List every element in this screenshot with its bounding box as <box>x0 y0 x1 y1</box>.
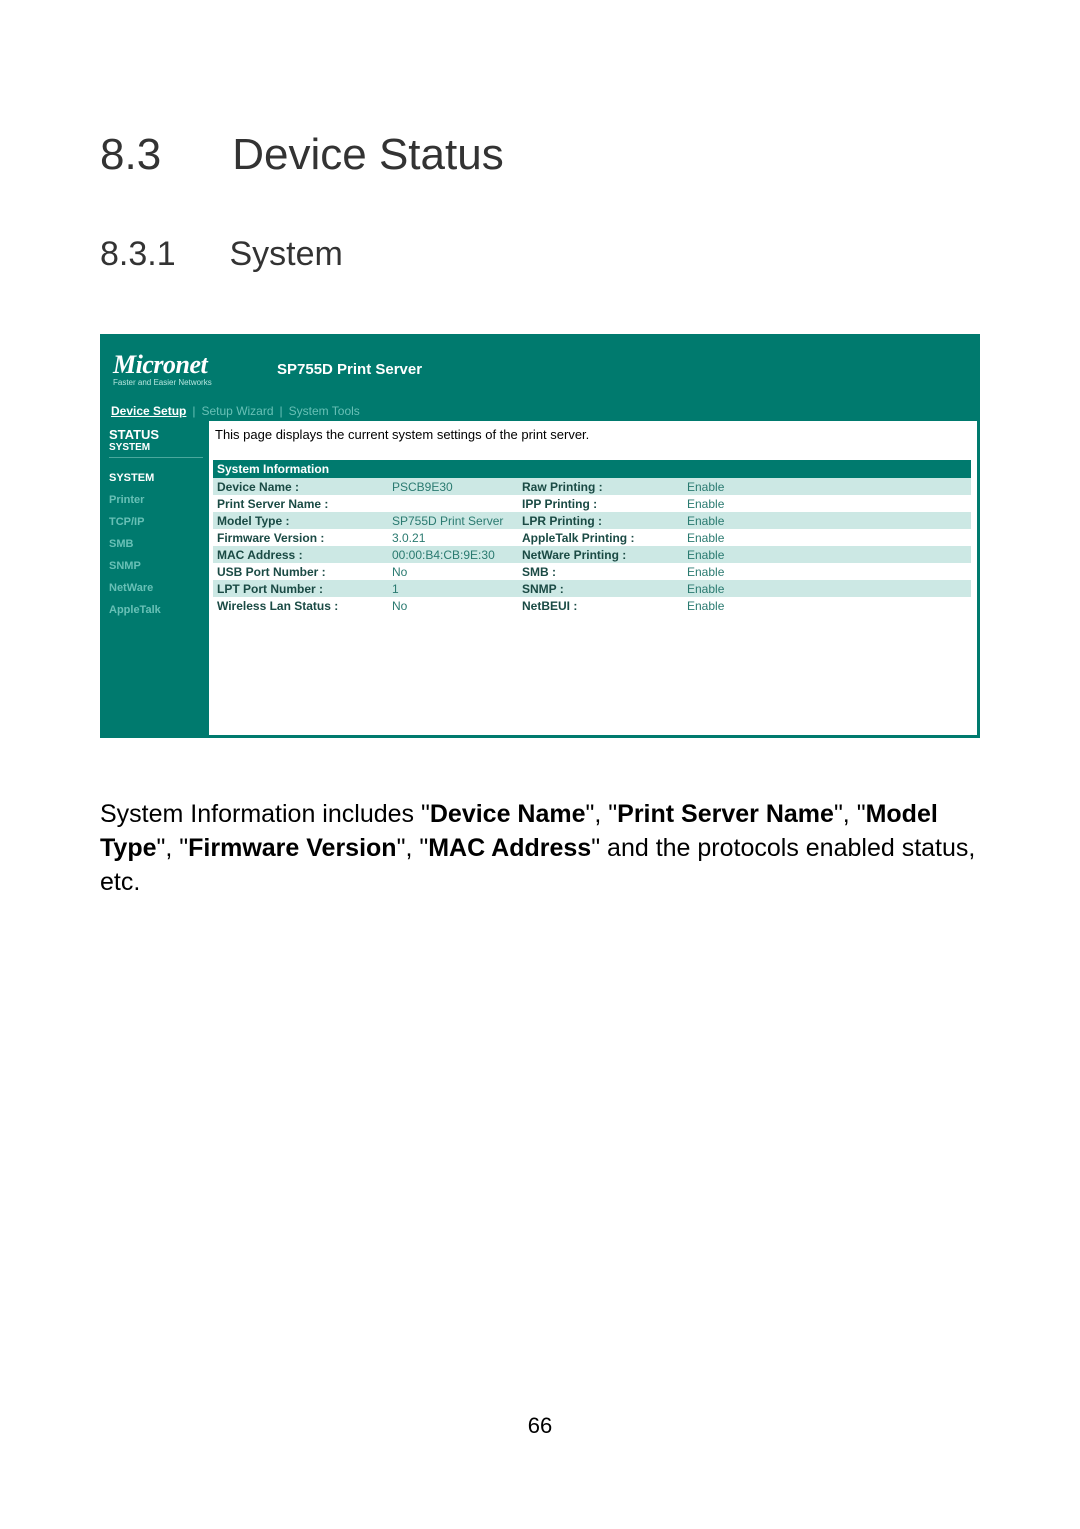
system-info-header: System Information <box>213 460 971 478</box>
system-info-table: Device Name :PSCB9E30Raw Printing :Enabl… <box>213 478 971 614</box>
screenshot-frame: Micronet Faster and Easier Networks SP75… <box>100 334 980 738</box>
subsection-title: System <box>229 235 342 273</box>
table-row: Model Type :SP755D Print ServerLPR Print… <box>213 512 971 529</box>
cell-label: Print Server Name : <box>213 495 388 512</box>
cell-value: SP755D Print Server <box>388 512 518 529</box>
section-number: 8.3 <box>100 130 220 180</box>
text-run: ", " <box>834 800 866 828</box>
cell-value: Enable <box>683 512 971 529</box>
sidebar-status-label: STATUS <box>109 427 159 442</box>
sidebar-item-snmp[interactable]: SNMP <box>109 560 203 572</box>
cell-value: No <box>388 563 518 580</box>
sidebar-item-smb[interactable]: SMB <box>109 538 203 550</box>
product-title: SP755D Print Server <box>277 361 422 378</box>
bold-term: Device Name <box>430 800 586 828</box>
logo-tagline: Faster and Easier Networks <box>113 378 273 387</box>
tab-system-tools[interactable]: System Tools <box>289 404 360 418</box>
text-run: ", " <box>586 800 618 828</box>
cell-value: Enable <box>683 563 971 580</box>
cell-value <box>388 495 518 512</box>
app-body: STATUS SYSTEM SYSTEM Printer TCP/IP SMB … <box>103 421 977 735</box>
bold-term: Print Server Name <box>617 800 834 828</box>
bold-term: Firmware Version <box>188 834 396 862</box>
logo-block: Micronet Faster and Easier Networks <box>113 352 273 387</box>
top-tabs: Device Setup | Setup Wizard | System Too… <box>103 401 977 421</box>
cell-value: Enable <box>683 495 971 512</box>
sidebar: STATUS SYSTEM SYSTEM Printer TCP/IP SMB … <box>103 421 209 735</box>
text-run: ", " <box>397 834 429 862</box>
table-row: Device Name :PSCB9E30Raw Printing :Enabl… <box>213 478 971 495</box>
page-description: This page displays the current system se… <box>215 427 971 442</box>
cell-label: LPR Printing : <box>518 512 683 529</box>
sidebar-item-netware[interactable]: NetWare <box>109 582 203 594</box>
sidebar-item-system[interactable]: SYSTEM <box>109 472 203 484</box>
content-panel: This page displays the current system se… <box>209 421 977 735</box>
text-run: System Information includes " <box>100 800 430 828</box>
cell-label: LPT Port Number : <box>213 580 388 597</box>
subsection-number: 8.3.1 <box>100 235 220 274</box>
table-row: LPT Port Number :1SNMP :Enable <box>213 580 971 597</box>
cell-label: SNMP : <box>518 580 683 597</box>
bold-term: MAC Address <box>428 834 591 862</box>
cell-label: AppleTalk Printing : <box>518 529 683 546</box>
cell-label: IPP Printing : <box>518 495 683 512</box>
tab-setup-wizard[interactable]: Setup Wizard <box>202 404 274 418</box>
cell-value: Enable <box>683 478 971 495</box>
cell-value: Enable <box>683 597 971 614</box>
cell-label: USB Port Number : <box>213 563 388 580</box>
cell-label: SMB : <box>518 563 683 580</box>
cell-value: 1 <box>388 580 518 597</box>
section-title: Device Status <box>232 130 503 179</box>
cell-label: Wireless Lan Status : <box>213 597 388 614</box>
table-row: Print Server Name : IPP Printing :Enable <box>213 495 971 512</box>
cell-value: 3.0.21 <box>388 529 518 546</box>
tab-separator: | <box>192 404 195 418</box>
cell-label: NetWare Printing : <box>518 546 683 563</box>
logo-text: Micronet <box>113 352 273 378</box>
sidebar-item-appletalk[interactable]: AppleTalk <box>109 604 203 616</box>
cell-value: Enable <box>683 529 971 546</box>
text-run: ", " <box>157 834 189 862</box>
cell-value: No <box>388 597 518 614</box>
cell-value: Enable <box>683 546 971 563</box>
cell-label: NetBEUI : <box>518 597 683 614</box>
table-row: Firmware Version :3.0.21AppleTalk Printi… <box>213 529 971 546</box>
subsection-heading: 8.3.1 System <box>100 235 980 274</box>
page-number: 66 <box>0 1413 1080 1439</box>
cell-label: Firmware Version : <box>213 529 388 546</box>
cell-value: 00:00:B4:CB:9E:30 <box>388 546 518 563</box>
cell-label: Model Type : <box>213 512 388 529</box>
cell-value: Enable <box>683 580 971 597</box>
app-header: Micronet Faster and Easier Networks SP75… <box>103 337 977 401</box>
table-row: MAC Address :00:00:B4:CB:9E:30NetWare Pr… <box>213 546 971 563</box>
table-row: Wireless Lan Status :NoNetBEUI :Enable <box>213 597 971 614</box>
sidebar-item-printer[interactable]: Printer <box>109 494 203 506</box>
table-row: USB Port Number :NoSMB :Enable <box>213 563 971 580</box>
body-paragraph: System Information includes "Device Name… <box>100 798 980 899</box>
sidebar-status-sublabel: SYSTEM <box>109 442 203 458</box>
tab-separator: | <box>280 404 283 418</box>
cell-value: PSCB9E30 <box>388 478 518 495</box>
cell-label: Device Name : <box>213 478 388 495</box>
sidebar-item-tcpip[interactable]: TCP/IP <box>109 516 203 528</box>
cell-label: MAC Address : <box>213 546 388 563</box>
cell-label: Raw Printing : <box>518 478 683 495</box>
tab-device-setup[interactable]: Device Setup <box>111 404 186 418</box>
section-heading: 8.3 Device Status <box>100 130 980 180</box>
